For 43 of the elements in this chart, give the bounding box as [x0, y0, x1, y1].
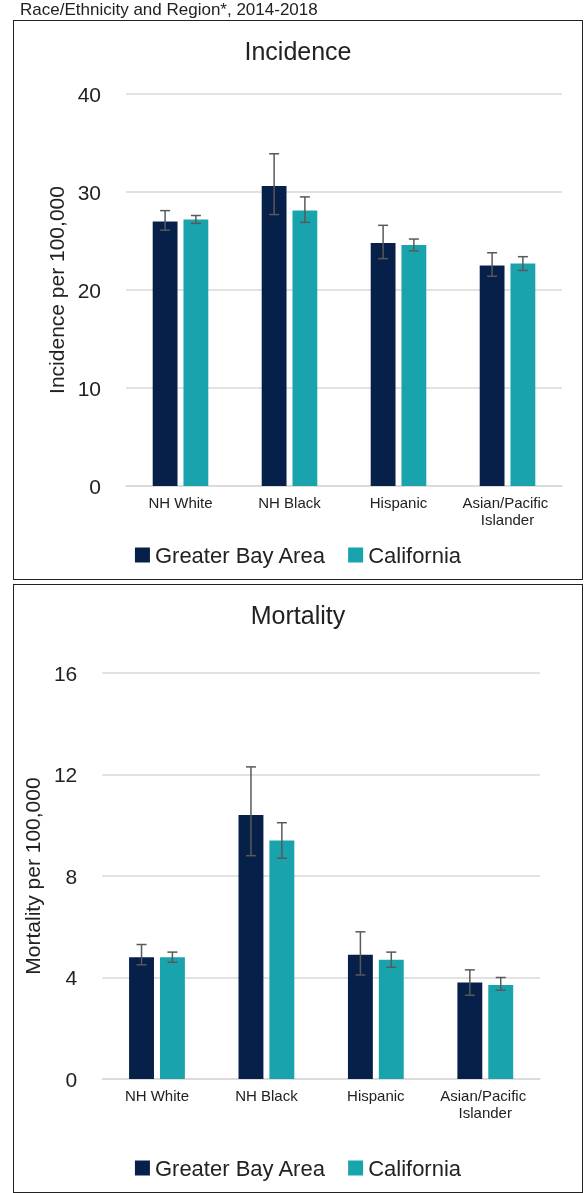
text: Race/Ethnicity and Region*, 2014-2018 [20, 0, 318, 20]
legend-label: California [368, 1155, 462, 1181]
bar [292, 210, 318, 486]
y-axis-title: Mortality per 100,000 [21, 777, 44, 975]
y-tick-label: 40 [77, 82, 101, 106]
bar [370, 242, 396, 486]
legend-label: Greater Bay Area [154, 1155, 326, 1181]
x-tick-label: Hispanic [347, 1087, 406, 1104]
y-tick-label: 8 [65, 864, 78, 888]
y-tick-label: 12 [53, 763, 78, 786]
legend-label: Greater Bay Area [154, 542, 326, 568]
bar [488, 985, 514, 1079]
y-tick-label: 10 [77, 376, 101, 400]
y-axis-title: Incidence per 100,000 [44, 186, 68, 394]
bar [152, 221, 178, 486]
x-tick-label: Asian/Pacific Islander [440, 1087, 531, 1121]
x-tick-label: Hispanic [369, 494, 428, 511]
bar [269, 840, 295, 1079]
chart-title: Incidence [244, 36, 352, 65]
x-tick-label: Asian/Pacific Islander [462, 494, 553, 528]
x-tick-label: NH Black [258, 494, 322, 511]
bar [479, 265, 505, 486]
y-tick-label: 0 [89, 474, 101, 498]
chart-title: Mortality [250, 600, 346, 629]
x-tick-label: NH White [148, 494, 213, 511]
y-tick-label: 0 [65, 1067, 78, 1091]
bar [510, 263, 536, 486]
bar [238, 815, 264, 1079]
bar [183, 219, 209, 486]
bar [401, 244, 427, 486]
x-tick-label: NH Black [235, 1087, 299, 1104]
y-tick-label: 30 [77, 180, 101, 204]
x-tick-label: NH White [124, 1087, 190, 1104]
bar [129, 957, 154, 1079]
y-tick-label: 20 [77, 278, 101, 302]
bar [347, 954, 373, 1079]
legend-label: California [368, 542, 462, 568]
bar [457, 982, 483, 1079]
bar [378, 959, 404, 1079]
y-tick-label: 16 [53, 661, 78, 685]
bar [159, 957, 185, 1079]
bar [261, 186, 287, 486]
y-tick-label: 4 [65, 966, 78, 989]
